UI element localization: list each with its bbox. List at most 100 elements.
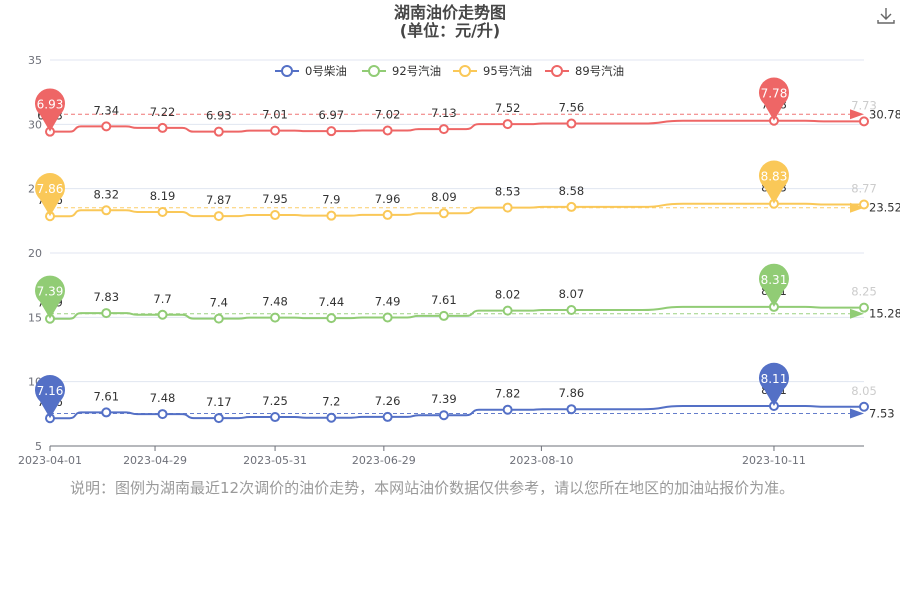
x-tick-label: 2023-05-31 <box>243 454 307 467</box>
data-label: 7.48 <box>150 391 176 405</box>
series-line <box>50 119 864 133</box>
data-point <box>859 116 869 127</box>
data-label: 7.56 <box>559 101 585 115</box>
data-point <box>502 119 513 130</box>
x-tick-label: 2023-10-11 <box>742 454 806 467</box>
min-pin-label: 7.16 <box>37 384 64 398</box>
x-tick-label: 2023-06-29 <box>352 454 416 467</box>
data-point <box>326 412 337 423</box>
data-label: 8.25 <box>851 285 877 299</box>
min-pin <box>35 275 65 319</box>
data-label: 8.07 <box>559 287 585 301</box>
average-label: 7.53 <box>869 406 895 420</box>
max-pin-label: 7.78 <box>761 87 788 101</box>
legend-label: 92号汽油 <box>392 64 441 78</box>
data-point <box>270 312 281 323</box>
data-label: 7.86 <box>559 386 585 400</box>
data-label: 8.19 <box>150 189 176 203</box>
data-label: 7.7 <box>153 292 171 306</box>
max-pin-label: 8.31 <box>761 273 788 287</box>
data-label: 7.95 <box>262 192 288 206</box>
download-icon[interactable] <box>876 6 896 26</box>
average-arrow <box>850 408 864 419</box>
data-label: 7.02 <box>375 108 401 122</box>
data-point <box>859 401 869 412</box>
data-point <box>101 308 112 319</box>
data-point <box>438 124 449 135</box>
y-tick-label: 5 <box>35 440 42 453</box>
data-point <box>502 404 513 415</box>
data-point <box>157 309 168 320</box>
chart-title-line1: 湖南油价走势图 <box>393 3 506 22</box>
data-point <box>566 118 577 129</box>
data-point <box>101 121 112 132</box>
max-pin-label: 8.83 <box>761 170 788 184</box>
data-label: 8.09 <box>431 190 457 204</box>
data-label: 7.26 <box>375 394 401 408</box>
average-arrow <box>850 109 864 120</box>
data-point <box>213 413 224 424</box>
data-label: 6.97 <box>319 108 345 122</box>
data-label: 7.34 <box>93 103 119 117</box>
data-point <box>213 211 224 222</box>
data-point <box>270 210 281 221</box>
legend-marker <box>281 65 293 77</box>
average-label: 30.78 <box>869 107 900 121</box>
data-point <box>382 411 393 422</box>
max-pin-label: 8.11 <box>761 372 788 386</box>
data-label: 7.87 <box>206 193 232 207</box>
legend-marker <box>551 65 563 77</box>
data-point <box>438 310 449 321</box>
chart-title-line2: (单位：元/升) <box>399 21 501 40</box>
max-pin <box>758 263 789 307</box>
data-label: 8.58 <box>559 184 585 198</box>
data-label: 7.9 <box>322 193 340 207</box>
data-point <box>157 409 168 420</box>
data-point <box>382 209 393 220</box>
series-line <box>50 305 864 320</box>
data-label: 8.53 <box>495 185 521 199</box>
data-point <box>157 206 168 217</box>
data-point <box>859 302 869 313</box>
data-point <box>502 305 513 316</box>
y-tick-label: 30 <box>28 118 42 131</box>
legend-label: 89号汽油 <box>575 64 624 78</box>
min-pin <box>35 375 65 419</box>
series-line <box>50 202 864 218</box>
average-label: 23.52 <box>869 201 900 215</box>
data-label: 8.02 <box>495 288 521 302</box>
data-point <box>438 410 449 421</box>
legend-label: 95号汽油 <box>483 64 532 78</box>
legend-label: 0号柴油 <box>305 64 347 78</box>
data-point <box>566 304 577 315</box>
min-pin-label: 7.86 <box>37 182 64 196</box>
data-point <box>270 125 281 136</box>
data-point <box>326 313 337 324</box>
average-label: 15.28 <box>869 307 900 321</box>
min-pin <box>35 88 65 132</box>
data-label: 7.39 <box>431 392 457 406</box>
data-label: 7.44 <box>319 295 345 309</box>
data-label: 7.2 <box>322 395 340 409</box>
data-point <box>157 122 168 133</box>
data-label: 8.77 <box>851 181 877 195</box>
x-tick-label: 2023-08-10 <box>509 454 573 467</box>
data-label: 7.82 <box>495 387 521 401</box>
data-label: 7.13 <box>431 106 457 120</box>
min-pin-label: 6.93 <box>37 98 64 112</box>
y-tick-label: 35 <box>28 54 42 67</box>
data-point <box>101 205 112 216</box>
data-label: 7.73 <box>851 98 877 112</box>
max-pin <box>758 160 789 204</box>
data-label: 7.25 <box>262 394 288 408</box>
data-label: 7.17 <box>206 395 232 409</box>
data-point <box>213 126 224 137</box>
x-tick-label: 2023-04-01 <box>18 454 82 467</box>
data-point <box>101 407 112 418</box>
data-point <box>566 404 577 415</box>
data-point <box>270 412 281 423</box>
min-pin-label: 7.39 <box>37 285 64 299</box>
data-point <box>859 199 869 210</box>
y-tick-label: 15 <box>28 311 42 324</box>
